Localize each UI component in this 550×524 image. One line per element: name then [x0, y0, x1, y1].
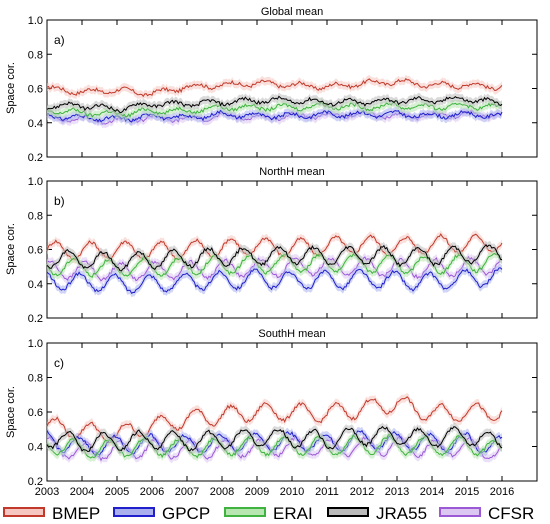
x-tick-label: 2010 — [280, 486, 304, 498]
legend: BMEP GPCP ERAI JRA55 CFSR — [3, 504, 534, 523]
x-tick-label: 2015 — [455, 486, 479, 498]
x-tick-label: 2011 — [315, 486, 339, 498]
y-tick-label: 0.4 — [28, 279, 43, 291]
series-layer — [46, 392, 503, 465]
x-tick-label: 2009 — [245, 486, 269, 498]
series-layer — [46, 230, 503, 298]
series-line-erai — [46, 253, 503, 279]
x-tick-label: 2013 — [385, 486, 409, 498]
y-tick-label: 0.8 — [28, 373, 43, 385]
panel-label: a) — [54, 33, 65, 47]
series-line-bmep — [46, 77, 503, 98]
x-tick-label: 2012 — [350, 486, 374, 498]
legend-label: BMEP — [52, 504, 100, 523]
x-tick-label: 2004 — [70, 486, 94, 498]
y-tick-label: 0.8 — [28, 210, 43, 222]
panel-global: Global mean a) Space cor. 0.2 0.4 0.6 0.8 1.… — [5, 6, 538, 164]
series-band-cfsr — [47, 432, 502, 465]
y-tick-label: 1.0 — [28, 176, 43, 188]
legend-label: ERAI — [273, 504, 313, 523]
legend-item-bmep: BMEP — [3, 504, 100, 523]
legend-item-erai: ERAI — [224, 504, 313, 523]
legend-swatch — [439, 507, 481, 517]
y-ticks: 0.2 0.4 0.6 0.8 1.0 — [28, 15, 537, 164]
panel-label: b) — [54, 194, 65, 208]
y-tick-label: 0.6 — [28, 245, 43, 257]
x-tick-label: 2003 — [35, 486, 59, 498]
series-line-gpcp — [46, 267, 503, 295]
series-band-cfsr — [47, 252, 502, 285]
legend-item-cfsr: CFSR — [439, 504, 534, 523]
y-tick-label: 0.2 — [28, 476, 43, 488]
legend-swatch — [327, 507, 369, 517]
y-tick-label: 0.4 — [28, 442, 43, 454]
x-ticks — [46, 181, 538, 318]
series-band-jra55 — [47, 240, 502, 275]
y-axis-label: Space cor. — [5, 386, 17, 438]
y-tick-label: 0.4 — [28, 118, 43, 130]
series-line-bmep — [46, 396, 503, 444]
panel-southh: SouthH mean c) Space cor. 0.2 0.4 0.6 0.8 1.… — [5, 328, 538, 498]
x-tick-label: 2005 — [105, 486, 129, 498]
y-ticks: 0.2 0.4 0.6 0.8 1.0 — [28, 176, 537, 325]
panel-northh: NorthH mean b) Space cor. 0.2 0.4 0.6 0.8 1.… — [5, 166, 538, 325]
panel-title: Global mean — [261, 6, 323, 18]
legend-label: JRA55 — [376, 504, 427, 523]
legend-item-jra55: JRA55 — [327, 504, 427, 523]
y-axis-label: Space cor. — [5, 62, 17, 114]
x-tick-label: 2008 — [210, 486, 234, 498]
panel-label: c) — [54, 356, 64, 370]
y-axis-label: Space cor. — [5, 223, 17, 275]
legend-item-gpcp: GPCP — [113, 504, 210, 523]
x-ticks — [46, 20, 538, 157]
y-tick-label: 0.6 — [28, 84, 43, 96]
y-tick-label: 1.0 — [28, 15, 43, 27]
y-ticks: 0.2 0.4 0.6 0.8 1.0 — [28, 338, 537, 488]
legend-label: GPCP — [162, 504, 210, 523]
x-tick-label: 2007 — [175, 486, 199, 498]
series-line-cfsr — [46, 255, 503, 282]
y-tick-label: 0.6 — [28, 407, 43, 419]
series-band-bmep — [47, 74, 502, 101]
series-band-erai — [47, 249, 502, 282]
x-tick-label: 2014 — [420, 486, 444, 498]
y-tick-label: 0.2 — [28, 313, 43, 325]
x-ticks: 2003 2004 2005 2006 2007 2008 2009 2010 2011 2012… — [35, 343, 538, 498]
legend-swatch — [3, 507, 45, 517]
panel-title: NorthH mean — [259, 166, 324, 178]
legend-swatch — [224, 507, 266, 517]
x-tick-label: 2006 — [140, 486, 164, 498]
panel-title: SouthH mean — [258, 328, 325, 340]
y-tick-label: 0.8 — [28, 49, 43, 61]
legend-swatch — [113, 507, 155, 517]
series-band-gpcp — [47, 263, 502, 298]
series-layer — [46, 74, 503, 129]
legend-label: CFSR — [488, 504, 534, 523]
y-tick-label: 0.2 — [28, 152, 43, 164]
series-line-jra55 — [46, 95, 503, 114]
series-line-jra55 — [46, 425, 503, 453]
series-line-jra55 — [46, 244, 503, 272]
x-tick-label: 2016 — [490, 486, 514, 498]
y-tick-label: 1.0 — [28, 338, 43, 350]
